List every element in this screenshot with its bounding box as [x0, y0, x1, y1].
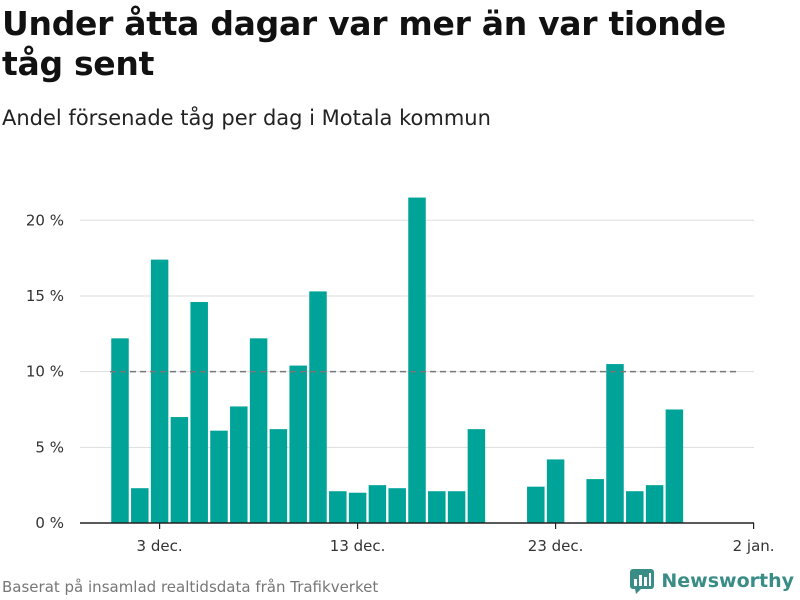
bar [665, 409, 684, 523]
x-tick-label: 23 dec. [528, 537, 584, 555]
bar [289, 365, 307, 523]
bar [249, 338, 268, 523]
y-tick-label: 5 % [35, 438, 64, 456]
bar [606, 364, 624, 523]
x-tick-label: 3 dec. [137, 537, 183, 555]
bar [230, 406, 248, 523]
bar [388, 488, 406, 523]
bar [348, 492, 367, 523]
bar [626, 491, 644, 523]
bar [527, 486, 545, 523]
bar [150, 259, 169, 523]
bar [586, 479, 604, 523]
y-axis-labels: 0 % 5 % 10 % 15 % 20 % [26, 211, 64, 532]
bar [131, 488, 149, 523]
bar [329, 491, 347, 523]
newsworthy-logo-icon [630, 569, 655, 594]
y-tick-label: 15 % [26, 287, 64, 305]
newsworthy-logo[interactable]: Newsworthy [629, 568, 794, 594]
bar [269, 429, 288, 523]
bar [645, 485, 664, 523]
x-axis: 3 dec. 13 dec. 23 dec. 2 jan. [80, 522, 775, 555]
x-tick-label: 2 jan. [733, 537, 775, 555]
bar [309, 291, 327, 523]
bar [467, 429, 486, 523]
y-tick-label: 20 % [26, 211, 64, 229]
bar [170, 417, 189, 523]
bar [111, 338, 129, 523]
y-tick-label: 0 % [35, 514, 64, 532]
source-note: Baserat på insamlad realtidsdata från Tr… [2, 578, 379, 596]
bar [190, 302, 208, 523]
bar [368, 485, 387, 523]
x-tick-label: 13 dec. [330, 537, 386, 555]
bar [210, 430, 228, 523]
bar [408, 197, 426, 523]
chart-title: Under åtta dagar var mer än var tionde t… [2, 4, 726, 83]
bar [428, 491, 446, 523]
bar [447, 491, 466, 523]
y-tick-label: 10 % [26, 363, 64, 381]
bar [546, 459, 565, 523]
bar-layer [111, 197, 684, 523]
newsworthy-logo-text: Newsworthy [661, 570, 794, 592]
chart-subtitle: Andel försenade tåg per dag i Motala kom… [2, 106, 491, 130]
